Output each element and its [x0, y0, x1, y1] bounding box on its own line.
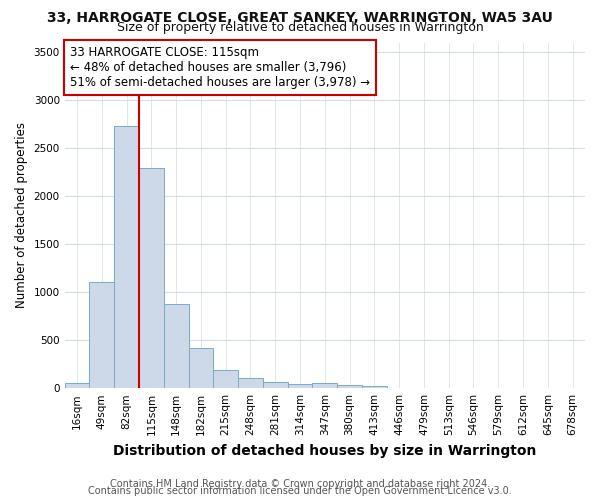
Bar: [263, 382, 287, 388]
Bar: [313, 384, 337, 388]
Y-axis label: Number of detached properties: Number of detached properties: [15, 122, 28, 308]
Bar: [139, 168, 164, 388]
Bar: [188, 348, 214, 388]
Bar: [287, 384, 313, 388]
Bar: [164, 304, 188, 388]
Bar: [114, 126, 139, 388]
Bar: [214, 370, 238, 388]
Text: Size of property relative to detached houses in Warrington: Size of property relative to detached ho…: [116, 22, 484, 35]
Bar: [337, 386, 362, 388]
Text: Contains public sector information licensed under the Open Government Licence v3: Contains public sector information licen…: [88, 486, 512, 496]
X-axis label: Distribution of detached houses by size in Warrington: Distribution of detached houses by size …: [113, 444, 536, 458]
Bar: [89, 282, 114, 388]
Bar: [238, 378, 263, 388]
Text: Contains HM Land Registry data © Crown copyright and database right 2024.: Contains HM Land Registry data © Crown c…: [110, 479, 490, 489]
Bar: [362, 386, 387, 388]
Bar: [65, 383, 89, 388]
Text: 33, HARROGATE CLOSE, GREAT SANKEY, WARRINGTON, WA5 3AU: 33, HARROGATE CLOSE, GREAT SANKEY, WARRI…: [47, 12, 553, 26]
Text: 33 HARROGATE CLOSE: 115sqm
← 48% of detached houses are smaller (3,796)
51% of s: 33 HARROGATE CLOSE: 115sqm ← 48% of deta…: [70, 46, 370, 89]
